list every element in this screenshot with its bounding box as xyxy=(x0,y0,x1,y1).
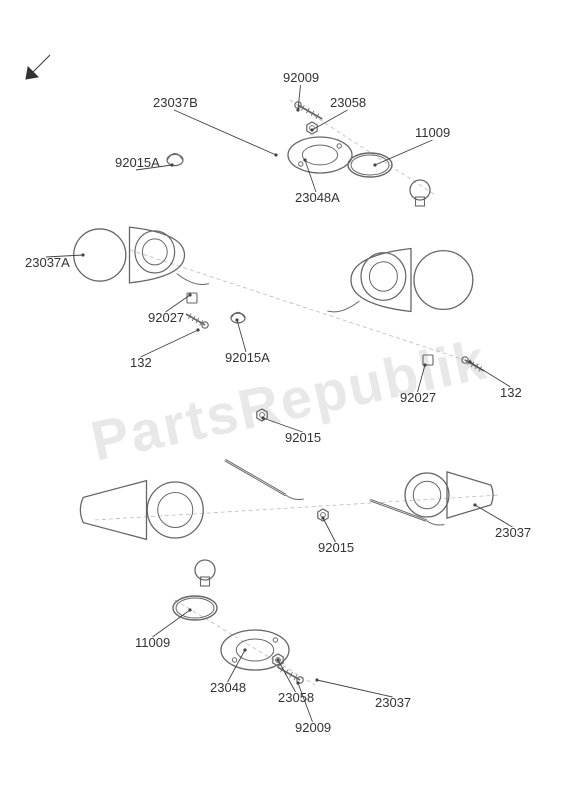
part-gasket-low xyxy=(173,596,217,620)
part-lens-low xyxy=(221,630,289,670)
part-lens-top xyxy=(288,137,352,173)
part-gasket-top xyxy=(348,153,392,177)
callout-23037B: 23037B xyxy=(153,95,198,110)
callout-23037_low: 23037 xyxy=(375,695,411,710)
callout-23037A: 23037A xyxy=(25,255,70,270)
callout-23037_right: 23037 xyxy=(495,525,531,540)
callout-92015A_top: 92015A xyxy=(115,155,160,170)
callout-23048_low: 23048 xyxy=(210,680,246,695)
callout-11009_low: 11009 xyxy=(135,635,170,650)
part-bolt-l xyxy=(186,314,208,329)
callout-11009_top: 11009 xyxy=(415,125,450,140)
part-cap-nut-l xyxy=(167,154,183,166)
callout-92009_top: 92009 xyxy=(283,70,319,85)
callout-92015A_mid: 92015A xyxy=(225,350,270,365)
part-bulb-top xyxy=(410,180,430,206)
part-screw-bot xyxy=(277,667,303,683)
callout-23058_top: 23058 xyxy=(330,95,366,110)
part-bulb-low xyxy=(195,560,215,586)
callout-92027_left: 92027 xyxy=(148,310,184,325)
callout-23058_low: 23058 xyxy=(278,690,314,705)
callout-92027_right: 92027 xyxy=(400,390,436,405)
callout-23048A: 23048A xyxy=(295,190,340,205)
direction-arrow-icon xyxy=(21,50,55,84)
part-signal-rr-right xyxy=(405,472,493,518)
callout-132_right: 132 xyxy=(500,385,522,400)
part-capnut-m xyxy=(231,312,245,323)
part-signal-fr-right xyxy=(327,249,472,312)
callout-92009_low: 92009 xyxy=(295,720,331,735)
part-stem-left xyxy=(225,460,304,500)
part-signal-rr-left xyxy=(80,481,203,540)
callout-92015_mid: 92015 xyxy=(285,430,321,445)
callout-132_left: 132 xyxy=(130,355,152,370)
parts-diagram-svg xyxy=(0,0,578,800)
callout-92015_low: 92015 xyxy=(318,540,354,555)
part-signal-fr-left xyxy=(74,227,209,284)
